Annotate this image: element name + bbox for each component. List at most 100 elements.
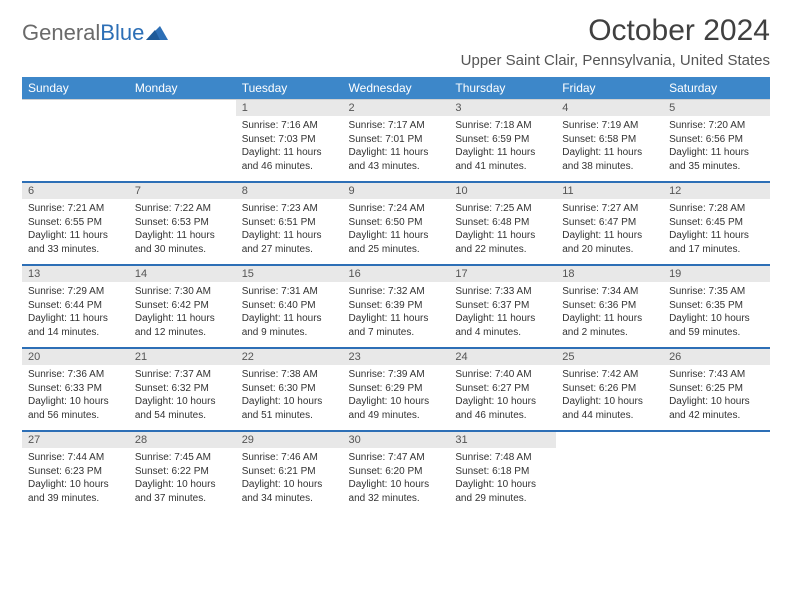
day-number: 17 [449, 265, 556, 282]
sunset-text: Sunset: 6:32 PM [135, 382, 230, 396]
daylight-text: Daylight: 11 hours and 43 minutes. [349, 146, 444, 173]
day-cell: Sunrise: 7:33 AMSunset: 6:37 PMDaylight:… [449, 282, 556, 348]
sunrise-text: Sunrise: 7:18 AM [455, 119, 550, 133]
daylight-text: Daylight: 11 hours and 12 minutes. [135, 312, 230, 339]
day-cell: Sunrise: 7:25 AMSunset: 6:48 PMDaylight:… [449, 199, 556, 265]
sunset-text: Sunset: 6:18 PM [455, 465, 550, 479]
sunset-text: Sunset: 7:03 PM [242, 133, 337, 147]
sunset-text: Sunset: 6:27 PM [455, 382, 550, 396]
day-cell [129, 116, 236, 182]
daylight-text: Daylight: 11 hours and 22 minutes. [455, 229, 550, 256]
daylight-text: Daylight: 11 hours and 35 minutes. [669, 146, 764, 173]
sunrise-text: Sunrise: 7:19 AM [562, 119, 657, 133]
sunset-text: Sunset: 6:21 PM [242, 465, 337, 479]
day-cell: Sunrise: 7:37 AMSunset: 6:32 PMDaylight:… [129, 365, 236, 431]
daylight-text: Daylight: 11 hours and 30 minutes. [135, 229, 230, 256]
daylight-text: Daylight: 10 hours and 56 minutes. [28, 395, 123, 422]
day-content-row: Sunrise: 7:29 AMSunset: 6:44 PMDaylight:… [22, 282, 770, 348]
sunrise-text: Sunrise: 7:42 AM [562, 368, 657, 382]
sunset-text: Sunset: 6:47 PM [562, 216, 657, 230]
sunset-text: Sunset: 6:48 PM [455, 216, 550, 230]
daylight-text: Daylight: 10 hours and 32 minutes. [349, 478, 444, 505]
day-number: 6 [22, 182, 129, 199]
sunrise-text: Sunrise: 7:32 AM [349, 285, 444, 299]
day-number: 3 [449, 100, 556, 117]
sunrise-text: Sunrise: 7:29 AM [28, 285, 123, 299]
sunrise-text: Sunrise: 7:39 AM [349, 368, 444, 382]
sunset-text: Sunset: 6:39 PM [349, 299, 444, 313]
sunrise-text: Sunrise: 7:16 AM [242, 119, 337, 133]
day-number: 28 [129, 431, 236, 448]
day-header: Thursday [449, 77, 556, 100]
day-cell: Sunrise: 7:32 AMSunset: 6:39 PMDaylight:… [343, 282, 450, 348]
daylight-text: Daylight: 10 hours and 44 minutes. [562, 395, 657, 422]
daylight-text: Daylight: 11 hours and 9 minutes. [242, 312, 337, 339]
day-number-row: 2728293031 [22, 431, 770, 448]
day-number: 7 [129, 182, 236, 199]
sunset-text: Sunset: 6:45 PM [669, 216, 764, 230]
day-content-row: Sunrise: 7:44 AMSunset: 6:23 PMDaylight:… [22, 448, 770, 513]
day-cell: Sunrise: 7:20 AMSunset: 6:56 PMDaylight:… [663, 116, 770, 182]
day-cell: Sunrise: 7:16 AMSunset: 7:03 PMDaylight:… [236, 116, 343, 182]
daylight-text: Daylight: 10 hours and 39 minutes. [28, 478, 123, 505]
daylight-text: Daylight: 11 hours and 14 minutes. [28, 312, 123, 339]
day-header: Wednesday [343, 77, 450, 100]
page-header: GeneralBlue October 2024 Upper Saint Cla… [22, 14, 770, 69]
daylight-text: Daylight: 11 hours and 46 minutes. [242, 146, 337, 173]
day-cell: Sunrise: 7:38 AMSunset: 6:30 PMDaylight:… [236, 365, 343, 431]
title-block: October 2024 Upper Saint Clair, Pennsylv… [461, 14, 770, 69]
day-cell: Sunrise: 7:39 AMSunset: 6:29 PMDaylight:… [343, 365, 450, 431]
sunset-text: Sunset: 6:26 PM [562, 382, 657, 396]
day-number: 24 [449, 348, 556, 365]
day-cell: Sunrise: 7:45 AMSunset: 6:22 PMDaylight:… [129, 448, 236, 513]
daylight-text: Daylight: 11 hours and 17 minutes. [669, 229, 764, 256]
day-number: 12 [663, 182, 770, 199]
day-number: 29 [236, 431, 343, 448]
sunrise-text: Sunrise: 7:23 AM [242, 202, 337, 216]
sunrise-text: Sunrise: 7:27 AM [562, 202, 657, 216]
logo: GeneralBlue [22, 14, 168, 46]
sunrise-text: Sunrise: 7:45 AM [135, 451, 230, 465]
sunset-text: Sunset: 6:33 PM [28, 382, 123, 396]
day-number [556, 431, 663, 448]
sunset-text: Sunset: 6:30 PM [242, 382, 337, 396]
day-cell: Sunrise: 7:48 AMSunset: 6:18 PMDaylight:… [449, 448, 556, 513]
sunset-text: Sunset: 6:56 PM [669, 133, 764, 147]
sunset-text: Sunset: 6:36 PM [562, 299, 657, 313]
day-cell: Sunrise: 7:21 AMSunset: 6:55 PMDaylight:… [22, 199, 129, 265]
sunrise-text: Sunrise: 7:40 AM [455, 368, 550, 382]
sunrise-text: Sunrise: 7:36 AM [28, 368, 123, 382]
day-number: 30 [343, 431, 450, 448]
sunrise-text: Sunrise: 7:20 AM [669, 119, 764, 133]
day-number: 8 [236, 182, 343, 199]
sunset-text: Sunset: 6:25 PM [669, 382, 764, 396]
daylight-text: Daylight: 10 hours and 37 minutes. [135, 478, 230, 505]
day-header: Monday [129, 77, 236, 100]
day-number: 11 [556, 182, 663, 199]
sunset-text: Sunset: 6:42 PM [135, 299, 230, 313]
sunrise-text: Sunrise: 7:17 AM [349, 119, 444, 133]
daylight-text: Daylight: 10 hours and 49 minutes. [349, 395, 444, 422]
sunset-text: Sunset: 6:35 PM [669, 299, 764, 313]
month-title: October 2024 [461, 14, 770, 48]
sunset-text: Sunset: 7:01 PM [349, 133, 444, 147]
day-cell: Sunrise: 7:27 AMSunset: 6:47 PMDaylight:… [556, 199, 663, 265]
sunrise-text: Sunrise: 7:48 AM [455, 451, 550, 465]
day-cell: Sunrise: 7:42 AMSunset: 6:26 PMDaylight:… [556, 365, 663, 431]
day-number-row: 20212223242526 [22, 348, 770, 365]
logo-text-gray: General [22, 20, 100, 46]
sunrise-text: Sunrise: 7:22 AM [135, 202, 230, 216]
day-number: 4 [556, 100, 663, 117]
day-cell: Sunrise: 7:43 AMSunset: 6:25 PMDaylight:… [663, 365, 770, 431]
day-number: 21 [129, 348, 236, 365]
day-cell: Sunrise: 7:44 AMSunset: 6:23 PMDaylight:… [22, 448, 129, 513]
day-cell: Sunrise: 7:17 AMSunset: 7:01 PMDaylight:… [343, 116, 450, 182]
day-header: Sunday [22, 77, 129, 100]
sunrise-text: Sunrise: 7:43 AM [669, 368, 764, 382]
daylight-text: Daylight: 11 hours and 20 minutes. [562, 229, 657, 256]
day-number: 26 [663, 348, 770, 365]
sunrise-text: Sunrise: 7:46 AM [242, 451, 337, 465]
day-cell: Sunrise: 7:40 AMSunset: 6:27 PMDaylight:… [449, 365, 556, 431]
day-content-row: Sunrise: 7:36 AMSunset: 6:33 PMDaylight:… [22, 365, 770, 431]
sunrise-text: Sunrise: 7:35 AM [669, 285, 764, 299]
